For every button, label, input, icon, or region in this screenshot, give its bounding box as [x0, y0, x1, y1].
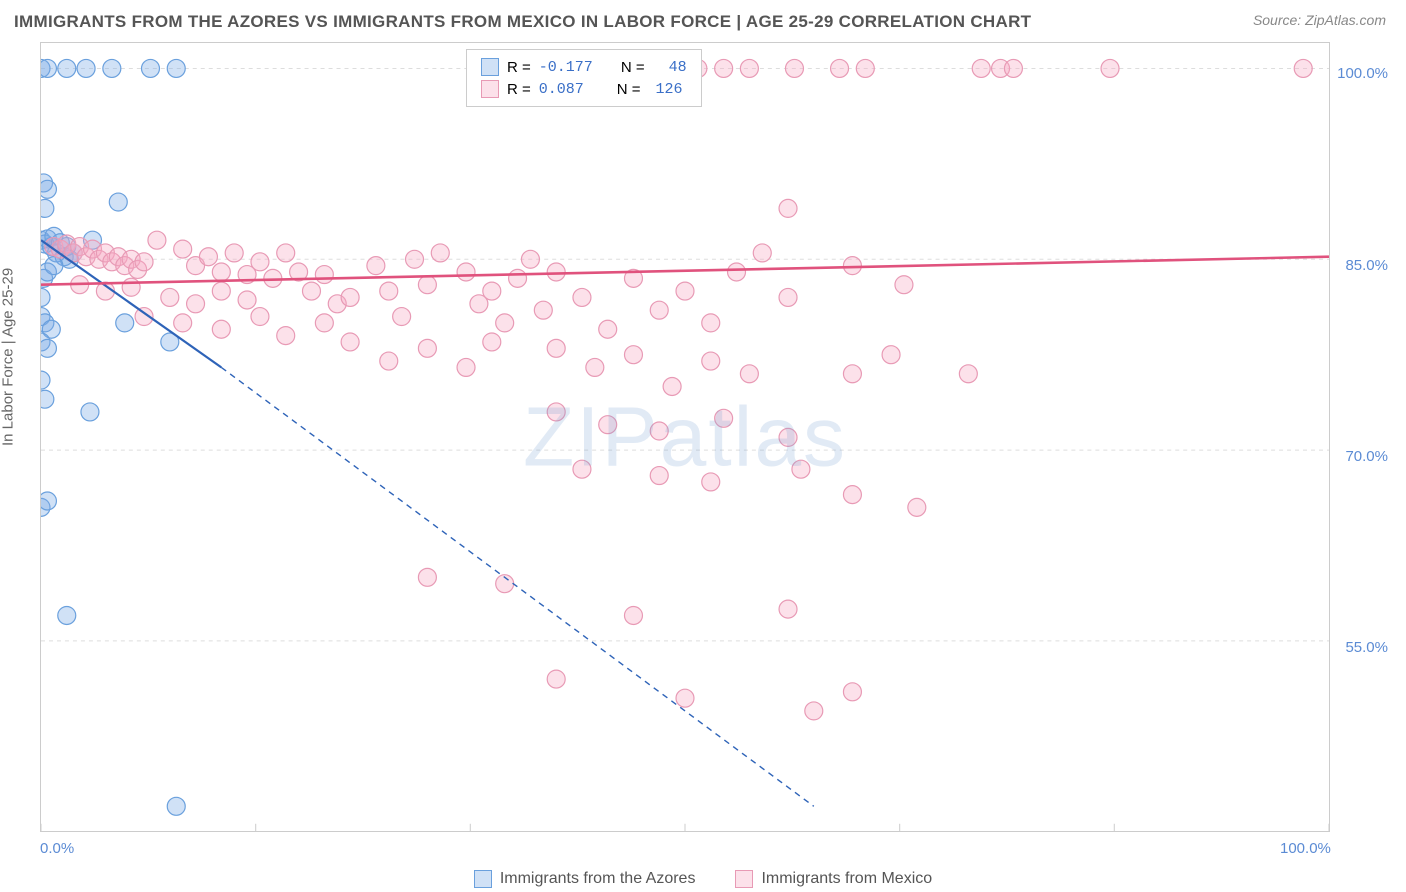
correlation-legend: R = -0.177 N = 48 R = 0.087 N = 126	[466, 49, 702, 107]
x-tick-label: 100.0%	[1280, 840, 1331, 857]
legend-label: Immigrants from Mexico	[761, 870, 932, 888]
r-value-mexico: 0.087	[539, 81, 589, 98]
legend-row-azores: R = -0.177 N = 48	[481, 56, 687, 78]
n-label: N =	[617, 81, 641, 98]
n-label: N =	[621, 59, 645, 76]
y-axis-ticks: 55.0% 70.0% 85.0% 100.0%	[1330, 42, 1388, 832]
n-value-azores: 48	[653, 59, 687, 76]
legend-item: Immigrants from Mexico	[735, 870, 932, 888]
x-axis-ticks: 0.0% 100.0%	[40, 840, 1330, 864]
source-attribution: Source: ZipAtlas.com	[1253, 12, 1386, 28]
y-axis-label: In Labor Force | Age 25-29	[0, 268, 17, 446]
series-legend: Immigrants from the Azores Immigrants fro…	[0, 870, 1406, 888]
y-tick-label: 85.0%	[1345, 257, 1388, 274]
r-label: R =	[507, 81, 531, 98]
swatch-mexico	[481, 80, 499, 98]
y-tick-label: 100.0%	[1337, 65, 1388, 82]
y-tick-label: 55.0%	[1345, 639, 1388, 656]
swatch-azores	[481, 58, 499, 76]
legend-row-mexico: R = 0.087 N = 126	[481, 78, 687, 100]
n-value-mexico: 126	[649, 81, 683, 98]
scatter-plot	[41, 43, 1329, 832]
y-tick-label: 70.0%	[1345, 448, 1388, 465]
legend-swatch	[474, 870, 492, 888]
legend-item: Immigrants from the Azores	[474, 870, 696, 888]
legend-swatch	[735, 870, 753, 888]
chart-area: ZIPatlas R = -0.177 N = 48 R = 0.087 N =…	[40, 42, 1330, 832]
x-tick-label: 0.0%	[40, 840, 74, 857]
r-value-azores: -0.177	[539, 59, 593, 76]
chart-title: IMMIGRANTS FROM THE AZORES VS IMMIGRANTS…	[14, 12, 1031, 32]
legend-label: Immigrants from the Azores	[500, 870, 696, 888]
r-label: R =	[507, 59, 531, 76]
